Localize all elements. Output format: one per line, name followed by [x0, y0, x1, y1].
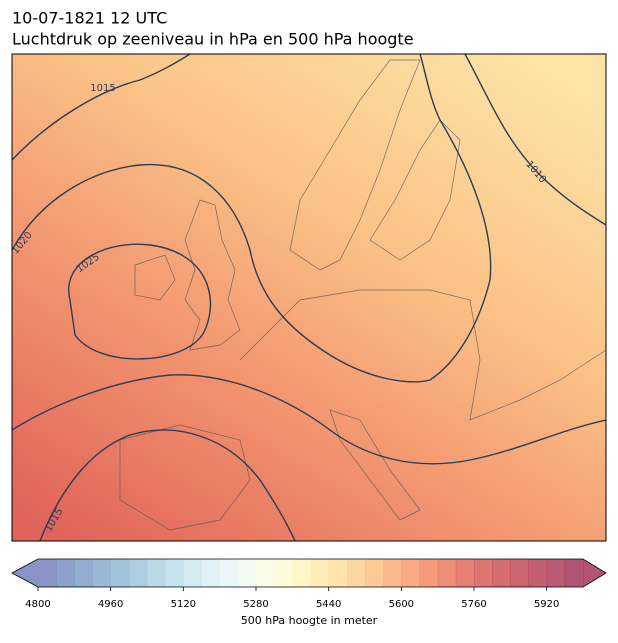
colorbar-tick-label: 4800 — [25, 599, 50, 610]
title-line-1: 10-07-1821 12 UTC — [12, 9, 167, 28]
colorbar-swatch — [419, 559, 439, 587]
colorbar-swatch — [183, 559, 202, 587]
title-line-2: Luchtdruk op zeeniveau in hPa en 500 hPa… — [12, 30, 414, 49]
coastline — [329, 409, 421, 521]
colorbar-swatch — [92, 559, 112, 587]
coastline — [369, 119, 461, 261]
colorbar-swatch — [564, 559, 584, 587]
colorbar-tick-label: 5920 — [534, 599, 559, 610]
coastline — [134, 254, 176, 301]
colorbar-swatch — [528, 559, 548, 587]
coastline — [184, 199, 241, 351]
colorbar-swatch — [274, 559, 293, 587]
colorbar-swatch — [437, 559, 457, 587]
colorbar-swatch — [201, 559, 221, 587]
colorbar-swatch — [474, 559, 493, 587]
colorbar-swatch — [455, 559, 475, 587]
colorbar-swatch — [546, 559, 566, 587]
isobar — [12, 54, 492, 383]
colorbar-swatch — [383, 559, 402, 587]
colorbar-swatch — [310, 559, 330, 587]
colorbar-swatch — [165, 559, 184, 587]
colorbar-swatch — [219, 559, 239, 587]
colorbar-tick-label: 5440 — [316, 599, 341, 610]
colorbar-tick-label: 5600 — [389, 599, 414, 610]
colorbar-swatch — [292, 559, 311, 587]
colorbar-swatch — [365, 559, 384, 587]
colorbar-tick-label: 5760 — [461, 599, 486, 610]
isobar — [12, 54, 191, 161]
isobar — [464, 54, 606, 226]
colorbar-tick-label: 5120 — [171, 599, 196, 610]
contour-label: 1015 — [90, 83, 115, 94]
colorbar-label: 500 hPa hoogte in meter — [241, 614, 378, 627]
colorbar-tick-label: 4960 — [98, 599, 123, 610]
colorbar-swatch — [492, 559, 511, 587]
isobar — [39, 429, 296, 541]
coastline — [119, 424, 251, 531]
colorbar-swatch — [237, 559, 257, 587]
map: 1015 1020 1025 1010 1015 — [12, 54, 606, 541]
colorbar-swatch — [56, 559, 75, 587]
colorbar-swatch — [256, 559, 275, 587]
colorbar-swatch — [74, 559, 93, 587]
coastline — [239, 289, 606, 421]
isobar — [12, 374, 606, 465]
colorbar-swatch — [38, 559, 57, 587]
colorbar: 4800 4960 5120 5280 5440 5600 5760 5920 — [11, 558, 607, 610]
coastline — [289, 59, 421, 271]
colorbar-swatch — [147, 559, 166, 587]
colorbar-extend — [583, 559, 606, 587]
colorbar-swatch — [328, 559, 348, 587]
colorbar-extend — [12, 559, 38, 587]
map-frame — [11, 53, 607, 542]
colorbar-swatch — [510, 559, 529, 587]
colorbar-swatch — [401, 559, 420, 587]
colorbar-tick-label: 5280 — [243, 599, 268, 610]
colorbar-swatch — [346, 559, 366, 587]
colorbar-swatch — [110, 559, 130, 587]
map-background — [12, 54, 606, 541]
isobar — [68, 243, 212, 360]
colorbar-swatch — [128, 559, 148, 587]
